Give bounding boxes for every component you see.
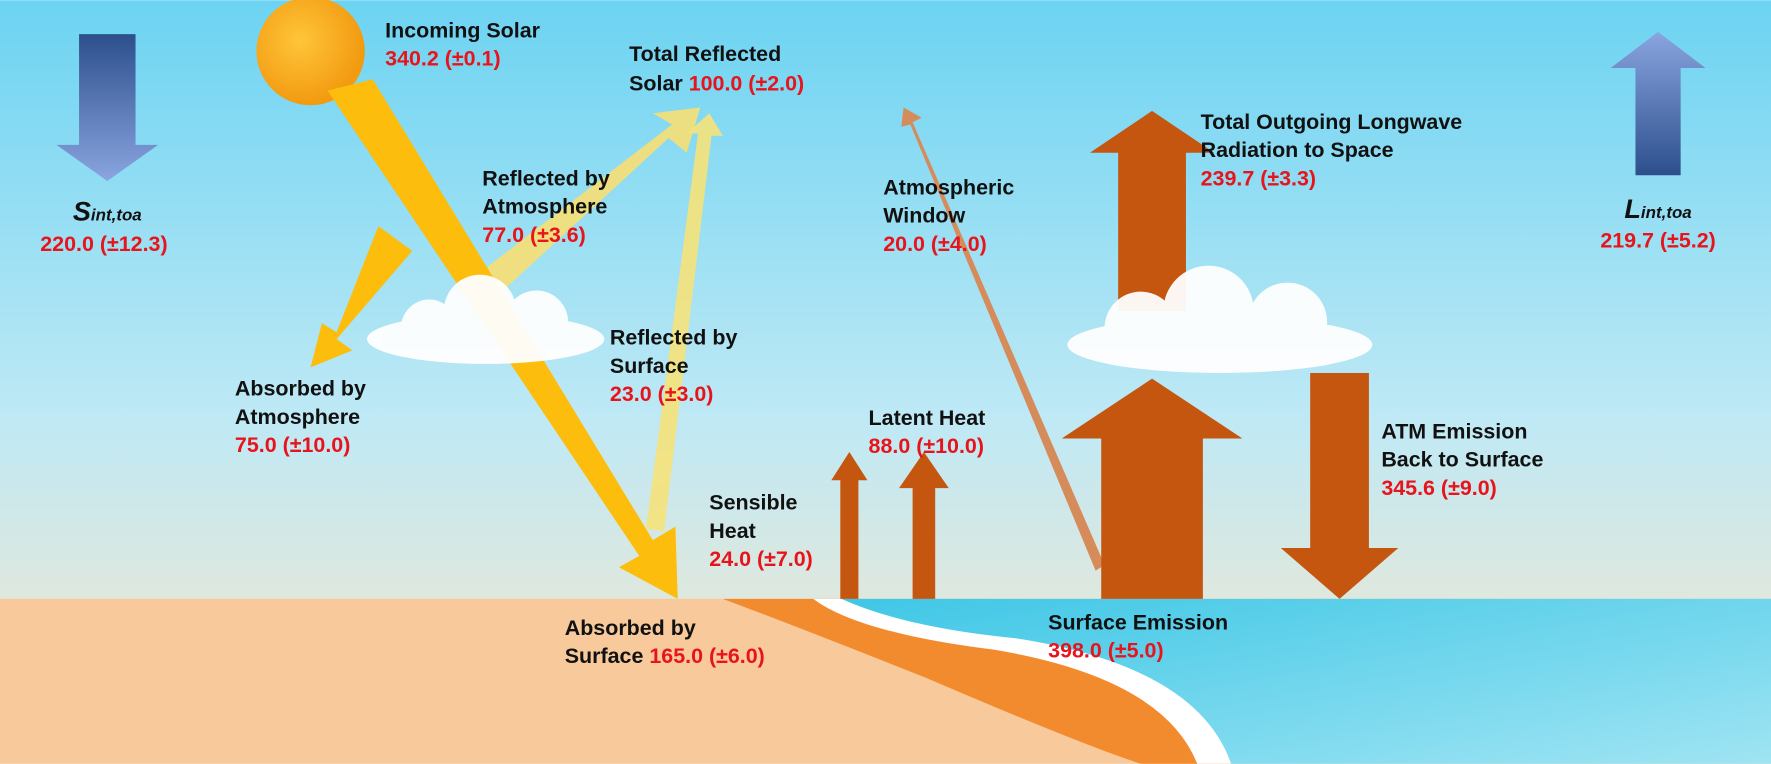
incoming-arrow: [56, 34, 159, 181]
value: 345.6 (±9.0): [1381, 476, 1496, 500]
label: Window: [883, 204, 965, 228]
sensible-heat-arrow: [831, 452, 868, 599]
label: Back to Surface: [1381, 448, 1543, 472]
subscript: int,toa: [1641, 203, 1692, 222]
symbol: S: [73, 195, 91, 226]
label: Atmosphere: [235, 405, 360, 429]
s-symbol: Sint,toa: [73, 195, 142, 226]
sun: [256, 0, 365, 106]
value: 75.0 (±10.0): [235, 433, 350, 457]
l-symbol: Lint,toa: [1624, 193, 1691, 224]
subscript: int,toa: [91, 205, 142, 224]
label: Heat: [709, 519, 755, 543]
label: Total Reflected: [629, 42, 781, 66]
value: 220.0 (±12.3): [40, 232, 167, 256]
sea: [841, 598, 1771, 764]
label: Reflected by: [482, 166, 610, 190]
latent-heat-arrow: [899, 452, 949, 599]
label: Absorbed by: [235, 377, 366, 401]
symbol: L: [1624, 193, 1641, 224]
label: Solar: [629, 72, 683, 96]
value: 239.7 (±3.3): [1201, 166, 1316, 190]
value: 165.0 (±6.0): [649, 644, 764, 668]
value: 20.0 (±4.0): [883, 232, 987, 256]
label-line: Solar 100.0 (±2.0): [629, 72, 804, 96]
value: 100.0 (±2.0): [689, 72, 804, 96]
value: 24.0 (±7.0): [709, 547, 813, 571]
label: Reflected by: [610, 326, 738, 350]
outgoing-arrow: [1610, 31, 1706, 176]
label: Atmospheric: [883, 176, 1014, 200]
label: Surface: [610, 354, 689, 378]
label: Sensible: [709, 491, 797, 515]
label-line: Surface 165.0 (±6.0): [565, 644, 765, 668]
label: Latent Heat: [869, 406, 986, 430]
window-arrow: [901, 107, 1105, 571]
value: 340.2 (±0.1): [385, 47, 500, 71]
label: Surface: [565, 644, 644, 668]
cloud-left: [367, 274, 605, 364]
reflected-atmosphere-arrow: [474, 107, 701, 297]
surface-emission-arrow: [1061, 378, 1243, 599]
back-radiation-arrow: [1280, 372, 1399, 599]
value: 398.0 (±5.0): [1048, 639, 1163, 663]
value: 219.7 (±5.2): [1600, 229, 1715, 253]
value: 88.0 (±10.0): [869, 434, 984, 458]
label: ATM Emission: [1381, 419, 1527, 443]
olr-arrow: [1089, 110, 1215, 311]
label: Radiation to Space: [1201, 138, 1394, 162]
label: Atmosphere: [482, 195, 607, 219]
value: 77.0 (±3.6): [482, 223, 586, 247]
label: Surface Emission: [1048, 610, 1228, 634]
absorbed-atmosphere-arrow: [310, 226, 413, 368]
value: 23.0 (±3.0): [610, 382, 714, 406]
label: Total Outgoing Longwave: [1201, 110, 1463, 134]
reflected-surface-arrow: [646, 113, 723, 532]
label: Incoming Solar: [385, 19, 541, 43]
label: Absorbed by: [565, 616, 696, 640]
cloud-right: [1067, 265, 1373, 373]
